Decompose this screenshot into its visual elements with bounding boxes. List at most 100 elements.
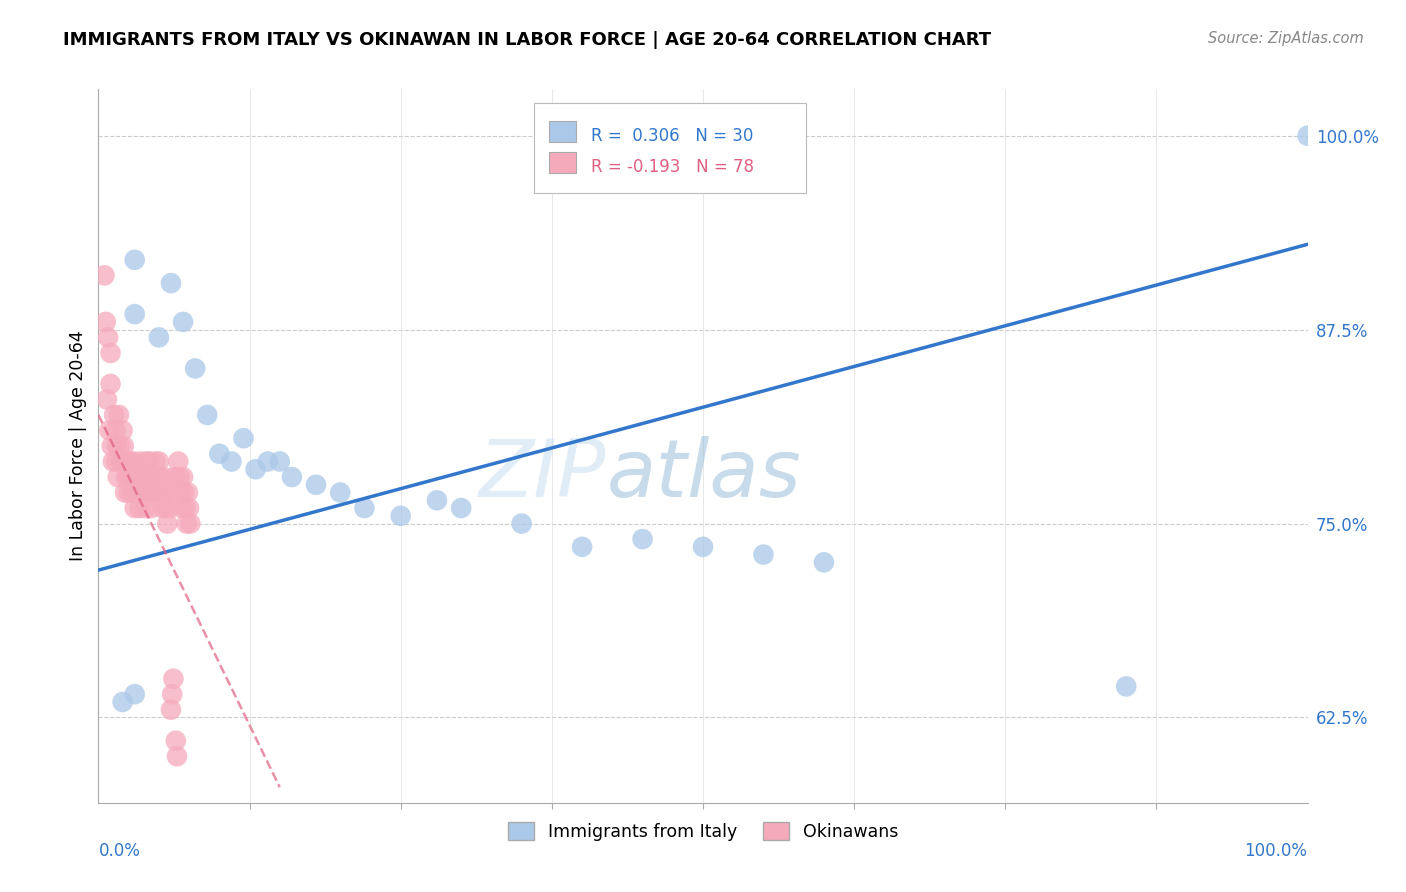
Point — [112, 439, 135, 453]
Point — [174, 501, 197, 516]
Point — [100, 346, 122, 360]
Point — [114, 485, 136, 500]
Point — [118, 454, 141, 468]
Point — [269, 454, 291, 468]
FancyBboxPatch shape — [550, 153, 576, 173]
Point — [139, 485, 162, 500]
Point — [167, 454, 190, 468]
Text: Source: ZipAtlas.com: Source: ZipAtlas.com — [1208, 31, 1364, 46]
Point — [162, 672, 184, 686]
Point — [121, 485, 143, 500]
Point — [97, 330, 120, 344]
Point — [101, 454, 124, 468]
Point — [142, 470, 165, 484]
Point — [160, 276, 183, 290]
Point — [125, 485, 148, 500]
Point — [145, 470, 167, 484]
Point — [155, 501, 177, 516]
Point — [169, 485, 191, 500]
Point — [169, 470, 191, 484]
Point — [93, 268, 115, 283]
Point — [118, 470, 141, 484]
Point — [281, 470, 304, 484]
Point — [96, 392, 118, 407]
Point — [177, 485, 200, 500]
Legend: Immigrants from Italy, Okinawans: Immigrants from Italy, Okinawans — [501, 815, 905, 847]
Point — [157, 485, 180, 500]
FancyBboxPatch shape — [534, 103, 806, 193]
Point — [141, 501, 163, 516]
Point — [118, 485, 141, 500]
Point — [692, 540, 714, 554]
Y-axis label: In Labor Force | Age 20-64: In Labor Force | Age 20-64 — [69, 331, 87, 561]
Point — [389, 508, 412, 523]
Point — [124, 252, 146, 267]
Text: 0.0%: 0.0% — [98, 842, 141, 860]
Text: IMMIGRANTS FROM ITALY VS OKINAWAN IN LABOR FORCE | AGE 20-64 CORRELATION CHART: IMMIGRANTS FROM ITALY VS OKINAWAN IN LAB… — [63, 31, 991, 49]
Point — [128, 501, 150, 516]
Point — [111, 424, 134, 438]
Point — [135, 485, 157, 500]
Point — [146, 485, 169, 500]
Point — [150, 485, 173, 500]
Point — [631, 532, 654, 546]
Point — [426, 493, 449, 508]
Point — [173, 485, 195, 500]
Point — [450, 501, 472, 516]
Point — [571, 540, 593, 554]
Point — [160, 687, 183, 701]
Point — [143, 485, 166, 500]
Point — [94, 315, 117, 329]
Point — [176, 516, 198, 531]
Point — [127, 470, 149, 484]
Point — [124, 687, 146, 701]
Point — [131, 485, 153, 500]
Point — [166, 749, 188, 764]
Point — [135, 454, 157, 468]
Point — [1115, 680, 1137, 694]
Point — [108, 439, 131, 453]
Point — [105, 454, 128, 468]
Point — [232, 431, 254, 445]
Point — [115, 470, 138, 484]
Point — [179, 501, 201, 516]
Point — [179, 516, 201, 531]
Text: R =  0.306   N = 30: R = 0.306 N = 30 — [591, 127, 754, 145]
Point — [208, 447, 231, 461]
Point — [100, 439, 122, 453]
Point — [148, 454, 170, 468]
Point — [184, 361, 207, 376]
Point — [136, 470, 159, 484]
Point — [104, 424, 127, 438]
Point — [170, 501, 193, 516]
FancyBboxPatch shape — [550, 121, 576, 142]
Point — [163, 470, 186, 484]
Point — [111, 695, 134, 709]
Point — [195, 408, 218, 422]
Point — [100, 376, 122, 391]
Point — [221, 454, 243, 468]
Point — [105, 439, 128, 453]
Point — [124, 470, 146, 484]
Point — [1296, 128, 1319, 143]
Point — [156, 516, 179, 531]
Text: 100.0%: 100.0% — [1244, 842, 1308, 860]
Point — [124, 501, 146, 516]
Point — [120, 470, 142, 484]
Point — [134, 485, 156, 500]
Point — [110, 454, 132, 468]
Point — [353, 501, 375, 516]
Point — [98, 424, 121, 438]
Point — [305, 477, 328, 491]
Point — [172, 315, 194, 329]
Point — [152, 470, 174, 484]
Point — [159, 501, 181, 516]
Point — [813, 555, 835, 569]
Point — [129, 454, 152, 468]
Point — [149, 470, 172, 484]
Point — [752, 548, 775, 562]
Point — [172, 470, 194, 484]
Point — [108, 408, 131, 422]
Point — [127, 485, 149, 500]
Point — [148, 330, 170, 344]
